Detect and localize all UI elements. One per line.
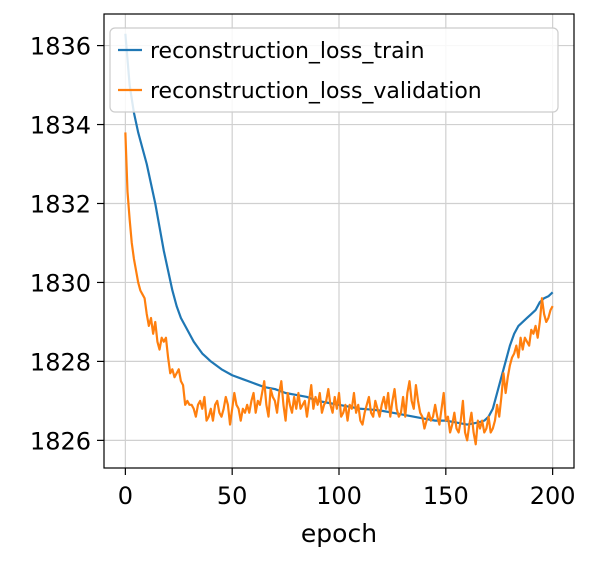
x-axis-label: epoch — [301, 519, 377, 548]
series-line-reconstruction-loss-validation — [124, 132, 554, 446]
series-line-reconstruction-loss-train — [124, 33, 554, 426]
y-tick-label: 1830 — [30, 269, 91, 297]
x-tick-label: 50 — [217, 482, 248, 510]
legend-box — [109, 27, 559, 113]
x-tick-label: 100 — [316, 482, 362, 510]
legend: reconstruction_loss_train reconstruction_… — [109, 27, 559, 113]
y-tick-label: 1826 — [30, 427, 91, 455]
axis-ticks: 0 50 100 150 200 1826 1828 1830 1832 1834 1836 — [30, 33, 576, 510]
y-tick-label: 1832 — [30, 190, 91, 218]
y-tick-label: 1836 — [30, 33, 91, 61]
x-tick-label: 150 — [423, 482, 469, 510]
x-tick-label: 0 — [118, 482, 133, 510]
y-tick-label: 1834 — [30, 112, 91, 140]
x-tick-label: 200 — [530, 482, 576, 510]
legend-label: reconstruction_loss_train — [150, 39, 425, 64]
y-tick-label: 1828 — [30, 348, 91, 376]
series-lines — [124, 33, 554, 446]
legend-label: reconstruction_loss_validation — [150, 79, 482, 104]
